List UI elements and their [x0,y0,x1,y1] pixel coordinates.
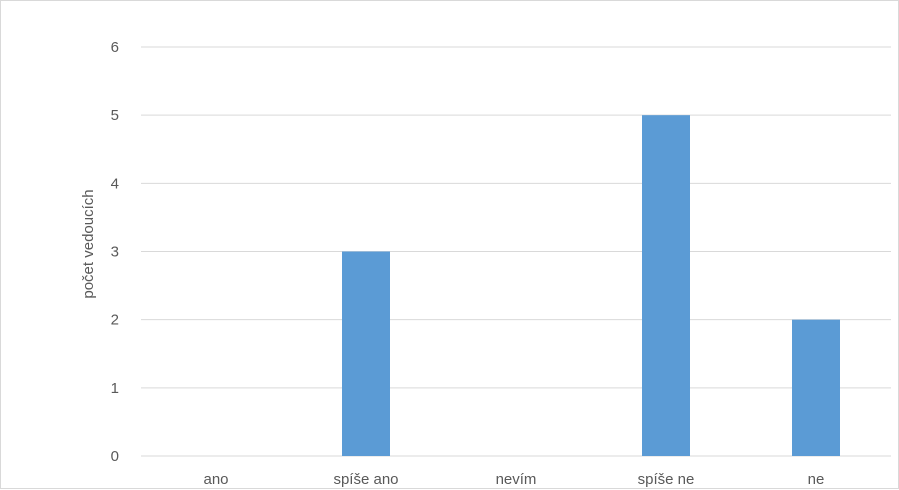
x-tick-label: spíše ano [333,471,398,488]
bars [342,115,840,457]
bar [342,251,390,456]
x-tick-label: nevím [496,471,537,488]
y-tick-label: 3 [111,244,119,261]
bar [792,319,840,456]
x-tick-label: ano [203,471,228,488]
y-tick-label: 0 [111,448,119,465]
y-tick-labels: 0 1 2 3 4 5 6 [111,39,119,465]
y-tick-label: 1 [111,380,119,397]
gridlines [141,46,891,457]
y-tick-label: 4 [111,175,119,192]
x-tick-label: ne [808,471,825,488]
y-tick-label: 2 [111,312,119,329]
bar [642,115,690,457]
y-tick-label: 6 [111,39,119,56]
y-axis-title: počet vedoucích [80,189,97,298]
y-tick-label: 5 [111,107,119,124]
x-tick-label: spíše ne [638,471,695,488]
x-tick-labels: ano spíše ano nevím spíše ne ne [203,471,824,488]
